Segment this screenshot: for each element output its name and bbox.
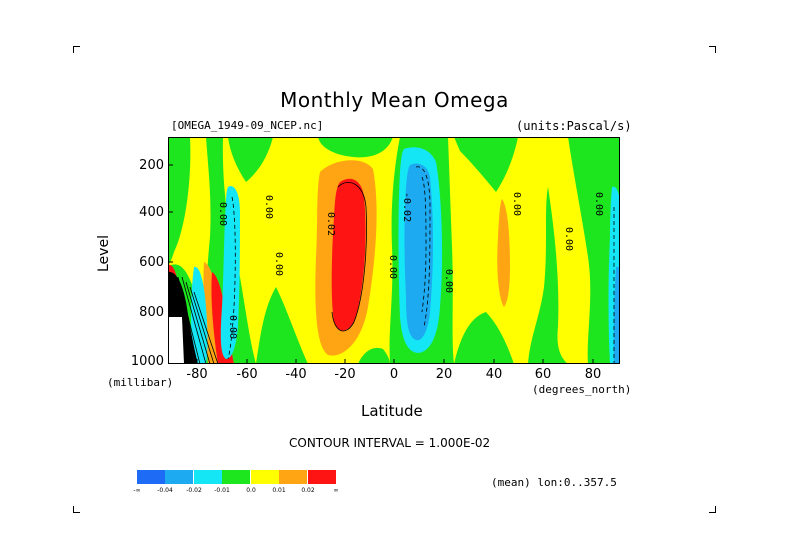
mean-label: (mean) lon:0..357.5 [491,476,617,489]
contour-label-2: 0.00 [263,195,274,219]
colorbar-swatch-7 [308,470,336,484]
units-label: (units:Pascal/s) [516,119,632,133]
colorbar-swatch-6 [279,470,307,484]
contour-label-4: 0.02 [325,212,336,236]
green-region-far-right [568,137,620,364]
y-axis-unit: (millibar) [107,376,174,389]
colorbar-label-8: ∞ [333,487,339,494]
colorbar-label-5: 0.0 [246,487,256,494]
x-tick-20: 20 [435,367,453,382]
colorbar-swatch-4 [222,470,250,484]
green-region-far-left [168,137,191,267]
x-tick-neg60: -60 [236,367,258,382]
solid-contour-south [331,182,367,332]
crop-mark-top-left [73,46,80,53]
x-tick-0: 0 [389,367,399,382]
colorbar-label-7: 0.02 [301,487,315,494]
contour-label-1: 0.00 [217,202,228,226]
dashed-contour-north-2 [421,176,427,313]
green-region-right-mid [528,187,568,364]
chart-title: Monthly Mean Omega [280,88,509,112]
red-region-south [331,178,366,331]
blue-region-far-right [613,267,620,364]
y-tick-marks [168,164,173,313]
y-tick-600: 600 [139,255,164,270]
x-tick-neg20: -20 [334,367,356,382]
colorbar-label-1: -∞ [133,487,141,494]
cyan-region-left [220,186,240,359]
contour-label-3: 0.00 [273,252,284,276]
colorbar-swatch-1 [137,470,165,484]
contour-label-10: 0.00 [593,192,604,216]
green-region-top-a [228,137,273,182]
x-axis-label: Latitude [361,402,423,420]
y-axis-label: Level [96,235,112,272]
y-tick-800: 800 [139,305,164,320]
green-region-south-bottom [358,347,390,364]
contour-plot: 0.00 0.00 0.00 0.02 -0.02 0.00 0.00 0.00… [168,137,620,364]
crop-mark-bottom-right [709,506,716,513]
colorbar-label-6: 0.01 [272,487,286,494]
x-tick-40: 40 [485,367,503,382]
colorbar-swatch-5 [251,470,279,484]
contour-label-6: 0.00 [387,255,398,279]
x-tick-80: 80 [584,367,602,382]
contour-label-8: 0.00 [511,192,522,216]
colorbar-swatch-2 [165,470,193,484]
contour-label-5: -0.02 [401,192,412,222]
colorbar [137,470,337,484]
y-tick-400: 400 [139,205,164,220]
green-region-mid-bottom [256,287,308,364]
x-axis-unit: (degrees_north) [532,383,632,396]
blue-region-north [404,163,433,341]
solid-contour-left [177,276,219,364]
contour-interval-label: CONTOUR INTERVAL = 1.000E-02 [289,436,491,450]
colorbar-swatch-3 [194,470,222,484]
green-region-right-bottom [454,312,514,364]
y-tick-1000: 1000 [130,354,164,369]
x-tick-marks [196,359,594,364]
dashed-contour-north-1 [415,166,431,328]
contour-label-9: 0.00 [563,227,574,251]
y-tick-200: 200 [139,158,164,173]
dashed-contour-left [227,196,236,360]
orange-region-north [497,199,510,307]
contour-label-7: 0.00 [443,269,454,293]
crop-mark-top-right [709,46,716,53]
x-tick-neg80: -80 [186,367,208,382]
x-tick-60: 60 [534,367,552,382]
green-region-mid-top [318,137,393,158]
contour-label-11: 0.00 [227,315,238,339]
x-tick-neg40: -40 [285,367,307,382]
crop-mark-bottom-left [73,506,80,513]
white-patch [168,317,184,364]
file-label: [OMEGA_1949-09_NCEP.nc] [171,119,324,132]
colorbar-label-2: -0.04 [157,487,173,494]
colorbar-label-3: -0.02 [186,487,202,494]
green-region-right-wide [454,137,518,192]
colorbar-label-4: -0.01 [214,487,230,494]
